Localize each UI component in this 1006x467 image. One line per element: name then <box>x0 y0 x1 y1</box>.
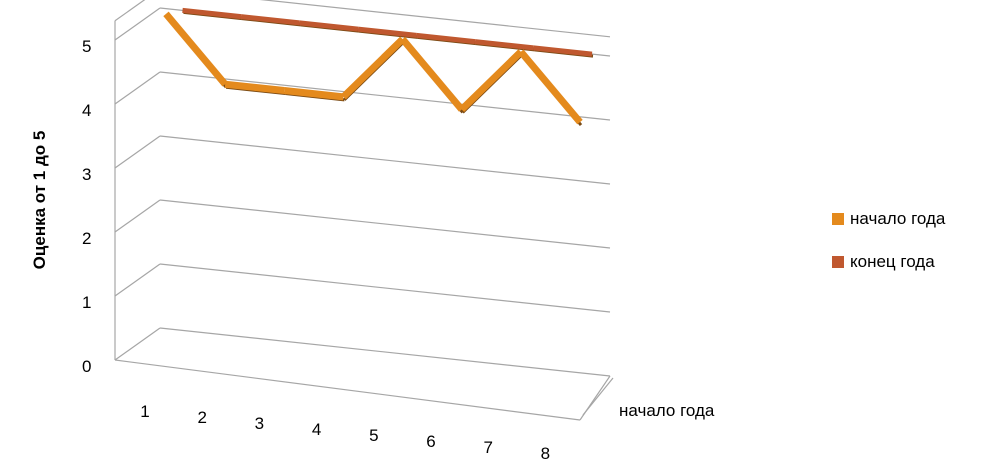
legend-label-end: конец года <box>850 252 935 271</box>
series-segment <box>283 87 344 101</box>
series-segment <box>182 7 242 20</box>
gridline-side-5 <box>114 7 161 41</box>
side-wall-top-edge <box>114 0 146 22</box>
series-layer <box>163 7 594 127</box>
series-segment <box>340 36 406 100</box>
series-segment <box>163 11 228 87</box>
legend-swatch-end <box>832 256 844 268</box>
x-tick-label: 3 <box>255 414 264 433</box>
chart-walls <box>114 0 614 421</box>
x-tick-label: 5 <box>369 426 378 445</box>
depth-axis-label: начало года <box>619 401 715 420</box>
gridline-back-2 <box>159 199 611 249</box>
series-segment <box>357 26 417 38</box>
legend-item-start: начало года <box>832 209 945 229</box>
series-segment <box>533 45 593 57</box>
series-segment <box>399 36 465 112</box>
y-tick-label: 0 <box>82 357 91 376</box>
gridline-side-2 <box>114 199 161 233</box>
series-segment <box>224 80 285 95</box>
y-tick-label: 3 <box>82 165 91 184</box>
legend-label-start: начало года <box>850 209 946 228</box>
legend: начало года конец года <box>832 209 945 295</box>
series-segment <box>518 49 583 125</box>
x-tick-label: 7 <box>483 438 492 457</box>
gridline-side-1 <box>114 263 161 297</box>
series-segment <box>474 39 534 51</box>
gridline-side-3 <box>114 135 161 169</box>
y-tick-label: 4 <box>82 101 91 120</box>
floor-front-edge <box>114 359 581 421</box>
y-axis-title: Оценка от 1 до 5 <box>30 131 49 270</box>
x-tick-label: 2 <box>197 408 206 427</box>
floor-depth-tick <box>582 377 614 416</box>
gridline-back-0 <box>159 327 611 377</box>
series-end <box>182 7 594 58</box>
x-tick-label: 1 <box>140 402 149 421</box>
back-wall-top-edge <box>259 0 611 38</box>
y-tick-label: 5 <box>82 37 91 56</box>
series-segment <box>459 49 524 112</box>
y-tick-labels: 0 1 2 3 4 5 <box>82 37 91 376</box>
x-tick-label: 8 <box>541 444 550 463</box>
series-segment <box>299 20 359 32</box>
gridline-side-4 <box>114 71 161 105</box>
x-tick-label: 4 <box>312 420 321 439</box>
series-segment <box>416 32 476 45</box>
y-tick-label: 2 <box>82 229 91 248</box>
gridline-back-3 <box>159 135 611 185</box>
gridline-back-4 <box>159 71 611 121</box>
x-tick-label: 6 <box>426 432 435 451</box>
series-segment <box>240 14 300 26</box>
y-tick-label: 1 <box>82 293 91 312</box>
legend-item-end: конец года <box>832 252 945 272</box>
gridlines <box>114 7 611 377</box>
series-start <box>163 11 583 127</box>
gridline-side-0 <box>114 327 161 361</box>
x-tick-labels: 1 2 3 4 5 6 7 8 <box>140 402 550 463</box>
legend-swatch-start <box>832 213 844 225</box>
gridline-back-1 <box>159 263 611 313</box>
